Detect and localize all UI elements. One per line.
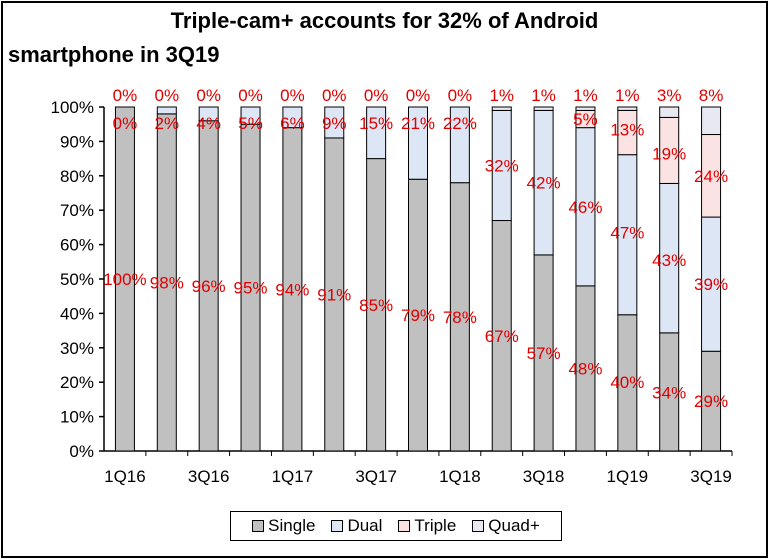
- data-label-single: 34%: [652, 384, 686, 403]
- y-tick-label: 0%: [69, 442, 94, 461]
- data-label-dual: 39%: [694, 275, 728, 294]
- data-label-quad: 0%: [448, 86, 473, 105]
- data-label-dual: 2%: [155, 114, 180, 133]
- chart-legend: Single Dual Triple Quad+: [230, 511, 562, 541]
- data-label-dual: 0%: [113, 114, 138, 133]
- bar-segment-quadplus: [617, 106, 638, 111]
- y-tick-label: 70%: [60, 201, 94, 220]
- bar-segment-dual: [156, 106, 177, 115]
- x-tick-label: 3Q16: [188, 467, 230, 486]
- bar-segment-single: [114, 106, 135, 452]
- legend-label: Dual: [347, 516, 383, 535]
- data-label-dual: 15%: [359, 114, 393, 133]
- bar-segment-quadplus: [701, 106, 722, 136]
- bar-segment-quadplus: [491, 106, 512, 111]
- data-label-single: 95%: [234, 279, 268, 298]
- data-label-quad: 0%: [196, 86, 221, 105]
- data-label-single: 40%: [610, 373, 644, 392]
- data-label-single: 91%: [317, 285, 351, 304]
- x-tick-label: 1Q18: [439, 467, 481, 486]
- data-label-single: 29%: [694, 392, 728, 411]
- legend-item-dual: Dual: [331, 516, 382, 536]
- data-label-dual: 5%: [238, 114, 263, 133]
- data-label-dual: 4%: [196, 114, 221, 133]
- data-label-triple: 24%: [694, 167, 728, 186]
- data-label-dual: 6%: [280, 114, 305, 133]
- data-label-quad: 1%: [489, 86, 514, 105]
- data-label-quad: 1%: [531, 86, 556, 105]
- data-label-dual: 21%: [401, 114, 435, 133]
- legend-label: Triple: [414, 516, 457, 535]
- data-label-quad: 1%: [615, 86, 640, 105]
- data-label-triple: 19%: [652, 144, 686, 163]
- bar-segment-dual: [240, 106, 261, 125]
- x-tick-label: 3Q18: [523, 467, 565, 486]
- bar-segment-quadplus: [533, 106, 554, 111]
- data-label-single: 96%: [192, 277, 226, 296]
- bar-segment-dual: [324, 106, 345, 139]
- data-label-quad: 0%: [364, 86, 389, 105]
- data-label-single: 79%: [401, 306, 435, 325]
- data-label-triple: 5%: [573, 110, 598, 129]
- bar-segment-dual: [198, 106, 219, 122]
- data-label-single: 48%: [568, 359, 602, 378]
- data-label-single: 100%: [103, 270, 146, 289]
- data-label-single: 98%: [150, 273, 184, 292]
- x-tick-label: 1Q16: [104, 467, 146, 486]
- data-label-quad: 8%: [699, 86, 724, 105]
- legend-swatch: [252, 520, 265, 532]
- data-label-quad: 0%: [406, 86, 431, 105]
- bar-segment-dual: [449, 106, 470, 184]
- bar-segment-quadplus: [575, 106, 596, 111]
- data-label-dual: 46%: [568, 198, 602, 217]
- y-tick-label: 80%: [60, 167, 94, 186]
- y-tick-label: 20%: [60, 373, 94, 392]
- chart-title-line-1: Triple-cam+ accounts for 32% of Android: [170, 8, 599, 33]
- data-label-quad: 1%: [573, 86, 598, 105]
- x-tick-label: 3Q19: [690, 467, 732, 486]
- bar-segment-dual: [366, 106, 387, 160]
- data-label-dual: 42%: [527, 174, 561, 193]
- data-label-single: 94%: [275, 280, 309, 299]
- y-tick-label: 40%: [60, 304, 94, 323]
- data-label-single: 67%: [485, 327, 519, 346]
- data-label-single: 78%: [443, 308, 477, 327]
- x-tick-label: 1Q17: [272, 467, 314, 486]
- legend-label: Single: [268, 516, 316, 535]
- data-label-quad: 0%: [322, 86, 347, 105]
- bar-segment-dual: [408, 106, 428, 180]
- data-label-single: 57%: [527, 344, 561, 363]
- data-label-dual: 22%: [443, 114, 477, 133]
- y-tick-label: 90%: [60, 132, 94, 151]
- data-label-quad: 3%: [657, 86, 682, 105]
- data-label-quad: 0%: [238, 86, 263, 105]
- data-label-dual: 47%: [610, 224, 644, 243]
- chart-title-line-2: smartphone in 3Q19: [8, 42, 220, 67]
- data-label-dual: 9%: [322, 114, 347, 133]
- legend-swatch: [331, 520, 344, 532]
- x-tick-label: 3Q17: [355, 467, 397, 486]
- data-label-dual: 43%: [652, 251, 686, 270]
- bar-segment-dual: [282, 106, 303, 129]
- legend-swatch: [472, 520, 485, 532]
- x-tick-label: 1Q19: [607, 467, 649, 486]
- y-tick-label: 50%: [60, 270, 94, 289]
- legend-item-triple: Triple: [398, 516, 456, 536]
- bar-segment-quadplus: [659, 106, 680, 118]
- legend-item-quadplus: Quad+: [472, 516, 540, 536]
- y-tick-label: 10%: [60, 408, 94, 427]
- legend-swatch: [398, 520, 411, 532]
- data-label-quad: 0%: [155, 86, 180, 105]
- data-label-dual: 32%: [485, 156, 519, 175]
- legend-item-single: Single: [252, 516, 315, 536]
- legend-label: Quad+: [488, 516, 540, 535]
- data-label-quad: 0%: [113, 86, 138, 105]
- y-tick-label: 60%: [60, 236, 94, 255]
- y-tick-label: 100%: [51, 98, 94, 117]
- data-label-triple: 13%: [610, 120, 644, 139]
- data-label-quad: 0%: [280, 86, 305, 105]
- data-label-single: 85%: [359, 296, 393, 315]
- y-tick-label: 30%: [60, 339, 94, 358]
